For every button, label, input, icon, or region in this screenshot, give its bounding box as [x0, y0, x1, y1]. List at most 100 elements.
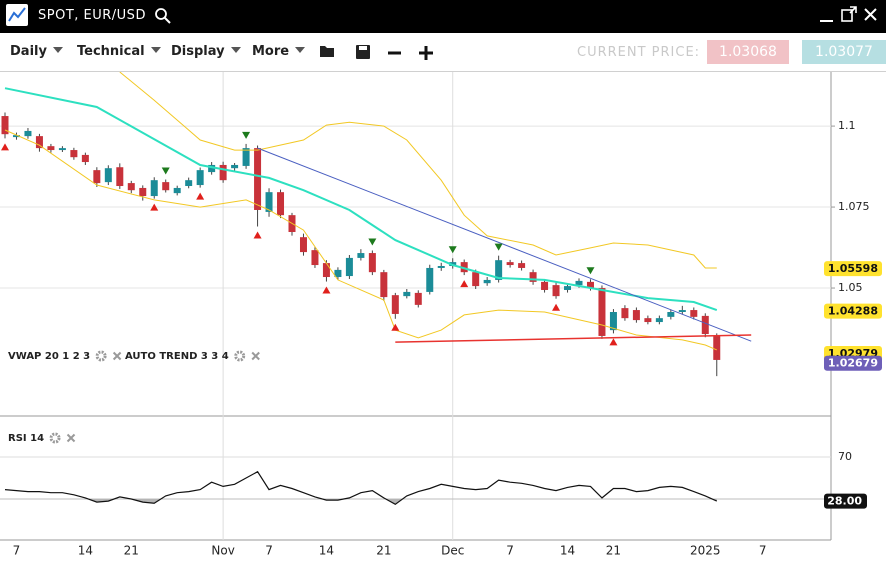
candle-body [391, 295, 399, 314]
search-icon-handle [164, 17, 171, 24]
buy-signal [150, 203, 159, 211]
y-tick-label: 70 [838, 450, 852, 463]
sell-signal [586, 267, 595, 275]
candle-body [345, 257, 353, 277]
remove-icon[interactable] [251, 351, 260, 361]
candle-body [541, 281, 549, 290]
sell-signal [494, 243, 503, 251]
candle-body [564, 286, 572, 290]
buy-signal [460, 280, 469, 288]
candle-body [58, 148, 66, 151]
candle-body [529, 272, 537, 282]
candle-body [12, 135, 20, 138]
x-tick-label: Nov [211, 544, 234, 558]
candle-body [139, 187, 147, 197]
overlay-line [4, 87, 718, 312]
zoom-in-icon[interactable] [419, 46, 433, 60]
candle-body [265, 192, 273, 212]
buy-signal [552, 303, 561, 311]
sell-signal [161, 167, 170, 175]
indicator-label: VWAP 20 1 2 3 [8, 351, 90, 362]
buy-signal [609, 338, 618, 346]
candle-body [47, 146, 55, 151]
x-tick-label: 14 [319, 544, 334, 558]
x-tick-label: 21 [376, 544, 391, 558]
candle-body [35, 136, 43, 149]
menu-daily[interactable]: Daily [10, 44, 63, 59]
candle-body [518, 263, 526, 268]
candle-body [231, 164, 239, 169]
sell-signal [368, 238, 377, 246]
candle-body [196, 170, 204, 186]
candle-body [299, 237, 307, 253]
close-icon[interactable] [864, 8, 877, 21]
remove-icon[interactable] [66, 433, 76, 443]
price-marker [824, 261, 882, 277]
x-tick-label: 2025 [690, 544, 721, 558]
candle-body [173, 187, 181, 194]
candle-body [70, 150, 78, 158]
sell-signal [448, 246, 457, 254]
rsi-marker [824, 493, 867, 509]
candle-body [495, 260, 503, 280]
axes: 1.05 1.075 1.1 7 14 21 Nov 7 14 21 Dec 7 14 21 2025 7 1.… [13, 119, 882, 558]
x-tick-label: 7 [265, 544, 273, 558]
menu-technical[interactable]: Technical [77, 44, 161, 59]
candle-body [472, 272, 480, 287]
price-marker-label: 1.02679 [828, 357, 878, 370]
candle-body [162, 182, 170, 191]
candle-body [598, 288, 606, 336]
candle-body [150, 180, 158, 197]
settings-icon[interactable] [49, 432, 61, 444]
popout-arrow [849, 6, 857, 14]
candle-body [334, 269, 342, 278]
settings-icon[interactable] [234, 350, 246, 362]
price-marker [824, 355, 882, 371]
oversold-fill-group [5, 499, 717, 505]
settings-icon-core [238, 354, 242, 358]
candle-body [426, 267, 434, 292]
rsi-marker-label: 28.00 [827, 495, 862, 508]
x-tick-label: 21 [606, 544, 621, 558]
menu-more[interactable]: More [252, 44, 305, 59]
x-tick-label: 7 [759, 544, 767, 558]
rsi-line [4, 470, 718, 506]
ask-price[interactable]: 1.03077 [802, 40, 886, 64]
price-marker [824, 303, 882, 319]
x-tick-label: Dec [441, 544, 464, 558]
price-pane [1, 72, 752, 377]
settings-icon[interactable] [95, 350, 107, 362]
bid-price[interactable]: 1.03068 [707, 40, 789, 64]
settings-icon-core [99, 354, 103, 358]
y-tick-label: 1.05 [838, 281, 863, 294]
candle-body [644, 318, 652, 323]
candle-body [219, 164, 227, 181]
candle-body [678, 310, 686, 313]
candle-body [403, 291, 411, 297]
popout-icon[interactable] [841, 9, 853, 22]
overlay-line [119, 72, 717, 269]
candle-body [368, 253, 376, 273]
menu-display[interactable]: Display [171, 44, 241, 59]
candle-body [621, 308, 629, 319]
candle-body [690, 310, 698, 317]
remove-icon[interactable] [112, 351, 122, 361]
buy-signal [196, 192, 205, 200]
candle-body [586, 281, 594, 289]
candle-body [506, 262, 514, 266]
candle-body [552, 285, 560, 297]
toolbar-icons [320, 45, 433, 60]
candle-body [24, 130, 32, 137]
toolbar: Daily Technical Display More CURRENT PRI… [0, 33, 886, 72]
candle-body [81, 154, 89, 163]
search-icon[interactable] [155, 8, 167, 20]
candle-body [311, 250, 319, 266]
logo-mark [8, 7, 26, 22]
x-tick-label: 14 [78, 544, 93, 558]
buy-signal [391, 323, 400, 331]
candle-body [414, 292, 422, 305]
open-icon[interactable] [320, 46, 334, 57]
y-tick-label: 1.1 [838, 119, 856, 132]
